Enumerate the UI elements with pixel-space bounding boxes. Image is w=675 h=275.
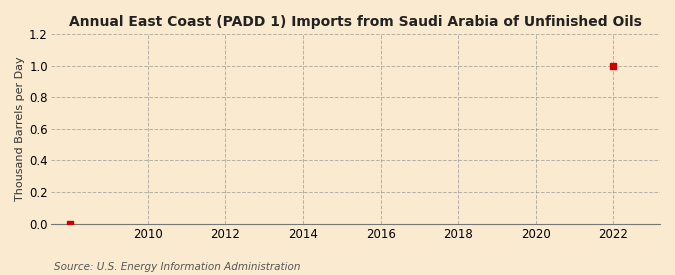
Title: Annual East Coast (PADD 1) Imports from Saudi Arabia of Unfinished Oils: Annual East Coast (PADD 1) Imports from … xyxy=(69,15,642,29)
Y-axis label: Thousand Barrels per Day: Thousand Barrels per Day xyxy=(15,57,25,201)
Text: Source: U.S. Energy Information Administration: Source: U.S. Energy Information Administ… xyxy=(54,262,300,272)
